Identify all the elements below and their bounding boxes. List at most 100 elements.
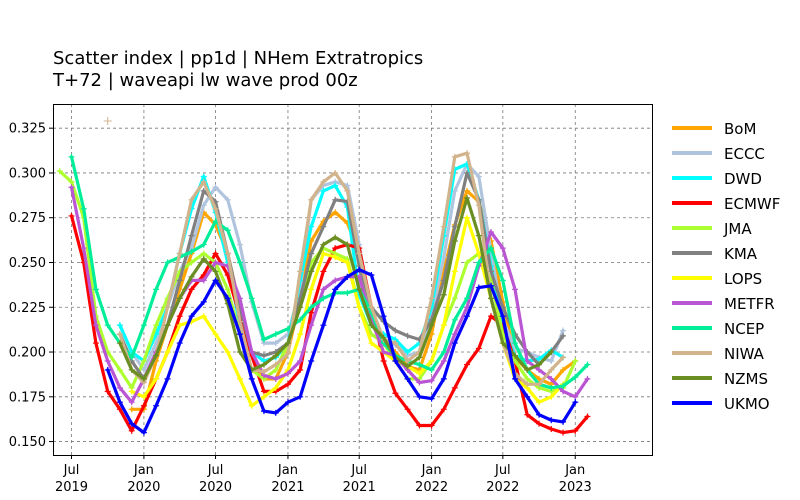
x-tick-label: 2021	[343, 480, 376, 495]
series-point-ncep	[548, 384, 555, 391]
series-point-ecmwf	[128, 427, 135, 434]
series-point-jma	[524, 375, 531, 382]
series-point-ncep	[188, 248, 195, 255]
series-point-nzms	[451, 237, 458, 244]
series-point-metfr	[92, 322, 99, 329]
series-point-ncep	[68, 153, 75, 160]
series-point-ukmo	[308, 357, 315, 364]
series-point-kma	[332, 196, 339, 203]
x-tick-label: Jul	[350, 463, 367, 478]
series-point-niwa	[200, 178, 207, 185]
series-point-ukmo	[128, 420, 135, 427]
series-point-dwd	[200, 173, 207, 180]
series-point-ecmwf	[332, 245, 339, 252]
series-point-ecmwf	[68, 212, 75, 219]
series-point-jma	[140, 357, 147, 364]
series-point-eccc	[475, 173, 482, 180]
series-point-ecmwf	[404, 406, 411, 413]
series-point-ukmo	[260, 408, 267, 415]
series-point-ukmo	[392, 357, 399, 364]
series-point-lops	[440, 322, 447, 329]
series-point-metfr	[572, 393, 579, 400]
series-point-nzms	[200, 255, 207, 262]
series-point-nzms	[128, 366, 135, 373]
series-point-ecmwf	[488, 313, 495, 320]
series-point-ncep	[512, 340, 519, 347]
series-point-niwa	[451, 153, 458, 160]
series-point-kma	[200, 187, 207, 194]
series-point-ukmo	[488, 282, 495, 289]
series-point-nzms	[344, 241, 351, 248]
series-point-ecmwf	[176, 313, 183, 320]
series-point-kma	[404, 332, 411, 339]
series-point-jma	[224, 286, 231, 293]
series-point-ecmwf	[308, 309, 315, 316]
series-point-metfr	[536, 366, 543, 373]
series-line-kma	[118, 171, 565, 381]
series-point-ukmo	[236, 331, 243, 338]
series-point-ecmwf	[188, 286, 195, 293]
series-point-bom	[464, 187, 471, 194]
series-point-metfr	[104, 357, 111, 364]
series-point-nzms	[512, 352, 519, 359]
series-point-ukmo	[524, 393, 531, 400]
series-point-lops	[248, 402, 255, 409]
series-point-ncep	[572, 374, 579, 381]
legend-label-bom: BoM	[724, 120, 756, 138]
series-point-niwa	[368, 304, 375, 311]
legend-label-niwa: NIWA	[724, 345, 765, 363]
series-point-lops	[320, 250, 327, 257]
series-point-niwa	[440, 223, 447, 230]
series-point-niwa	[428, 295, 435, 302]
legend-label-eccc: ECCC	[724, 145, 765, 163]
series-point-ukmo	[176, 340, 183, 347]
chart-title-line-2: T+72 | waveapi lw wave prod 00z	[52, 70, 358, 91]
series-point-ukmo	[560, 418, 567, 425]
series-point-ncep	[499, 277, 506, 284]
series-point-niwa	[524, 381, 531, 388]
series-point-kma	[560, 332, 567, 339]
series-point-nzms	[284, 340, 291, 347]
series-point-nzms	[212, 268, 219, 275]
series-point-nzms	[188, 273, 195, 280]
series-point-jma	[68, 178, 75, 185]
series-point-ecmwf	[116, 406, 123, 413]
series-point-kma	[464, 169, 471, 176]
series-point-dwd	[404, 349, 411, 356]
series-point-metfr	[212, 259, 219, 266]
series-point-ncep	[200, 241, 207, 248]
series-point-jma	[572, 357, 579, 364]
x-tick-label: 2020	[127, 480, 160, 495]
series-point-nzms	[236, 349, 243, 356]
series-point-nzms	[416, 354, 423, 361]
series-point-ncep	[236, 259, 243, 266]
series-point-lops	[356, 304, 363, 311]
series-point-lops	[260, 393, 267, 400]
series-point-jma	[153, 322, 160, 329]
series-point-eccc	[560, 327, 567, 334]
legend-label-nzms: NZMS	[724, 370, 768, 388]
series-point-ncep	[440, 349, 447, 356]
series-point-metfr	[560, 388, 567, 395]
series-point-ukmo	[116, 399, 123, 406]
series-point-nzms	[164, 322, 171, 329]
series-point-lops	[200, 313, 207, 320]
series-point-ukmo	[380, 313, 387, 320]
series-point-kma	[392, 327, 399, 334]
series-point-ukmo	[356, 266, 363, 273]
legend-label-ncep: NCEP	[724, 320, 764, 338]
legend-label-metfr: METFR	[724, 295, 775, 313]
series-point-lops	[176, 322, 183, 329]
series-point-ncep	[584, 361, 591, 368]
outlier-point	[103, 117, 112, 126]
series-point-metfr	[499, 245, 506, 252]
series-point-nzms	[488, 295, 495, 302]
series-point-ncep	[475, 259, 482, 266]
series-point-ecmwf	[572, 427, 579, 434]
x-tick-label: 2019	[55, 480, 88, 495]
legend-label-dwd: DWD	[724, 170, 762, 188]
series-point-lops	[332, 254, 339, 261]
series-point-kma	[188, 232, 195, 239]
series-point-ncep	[260, 336, 267, 343]
